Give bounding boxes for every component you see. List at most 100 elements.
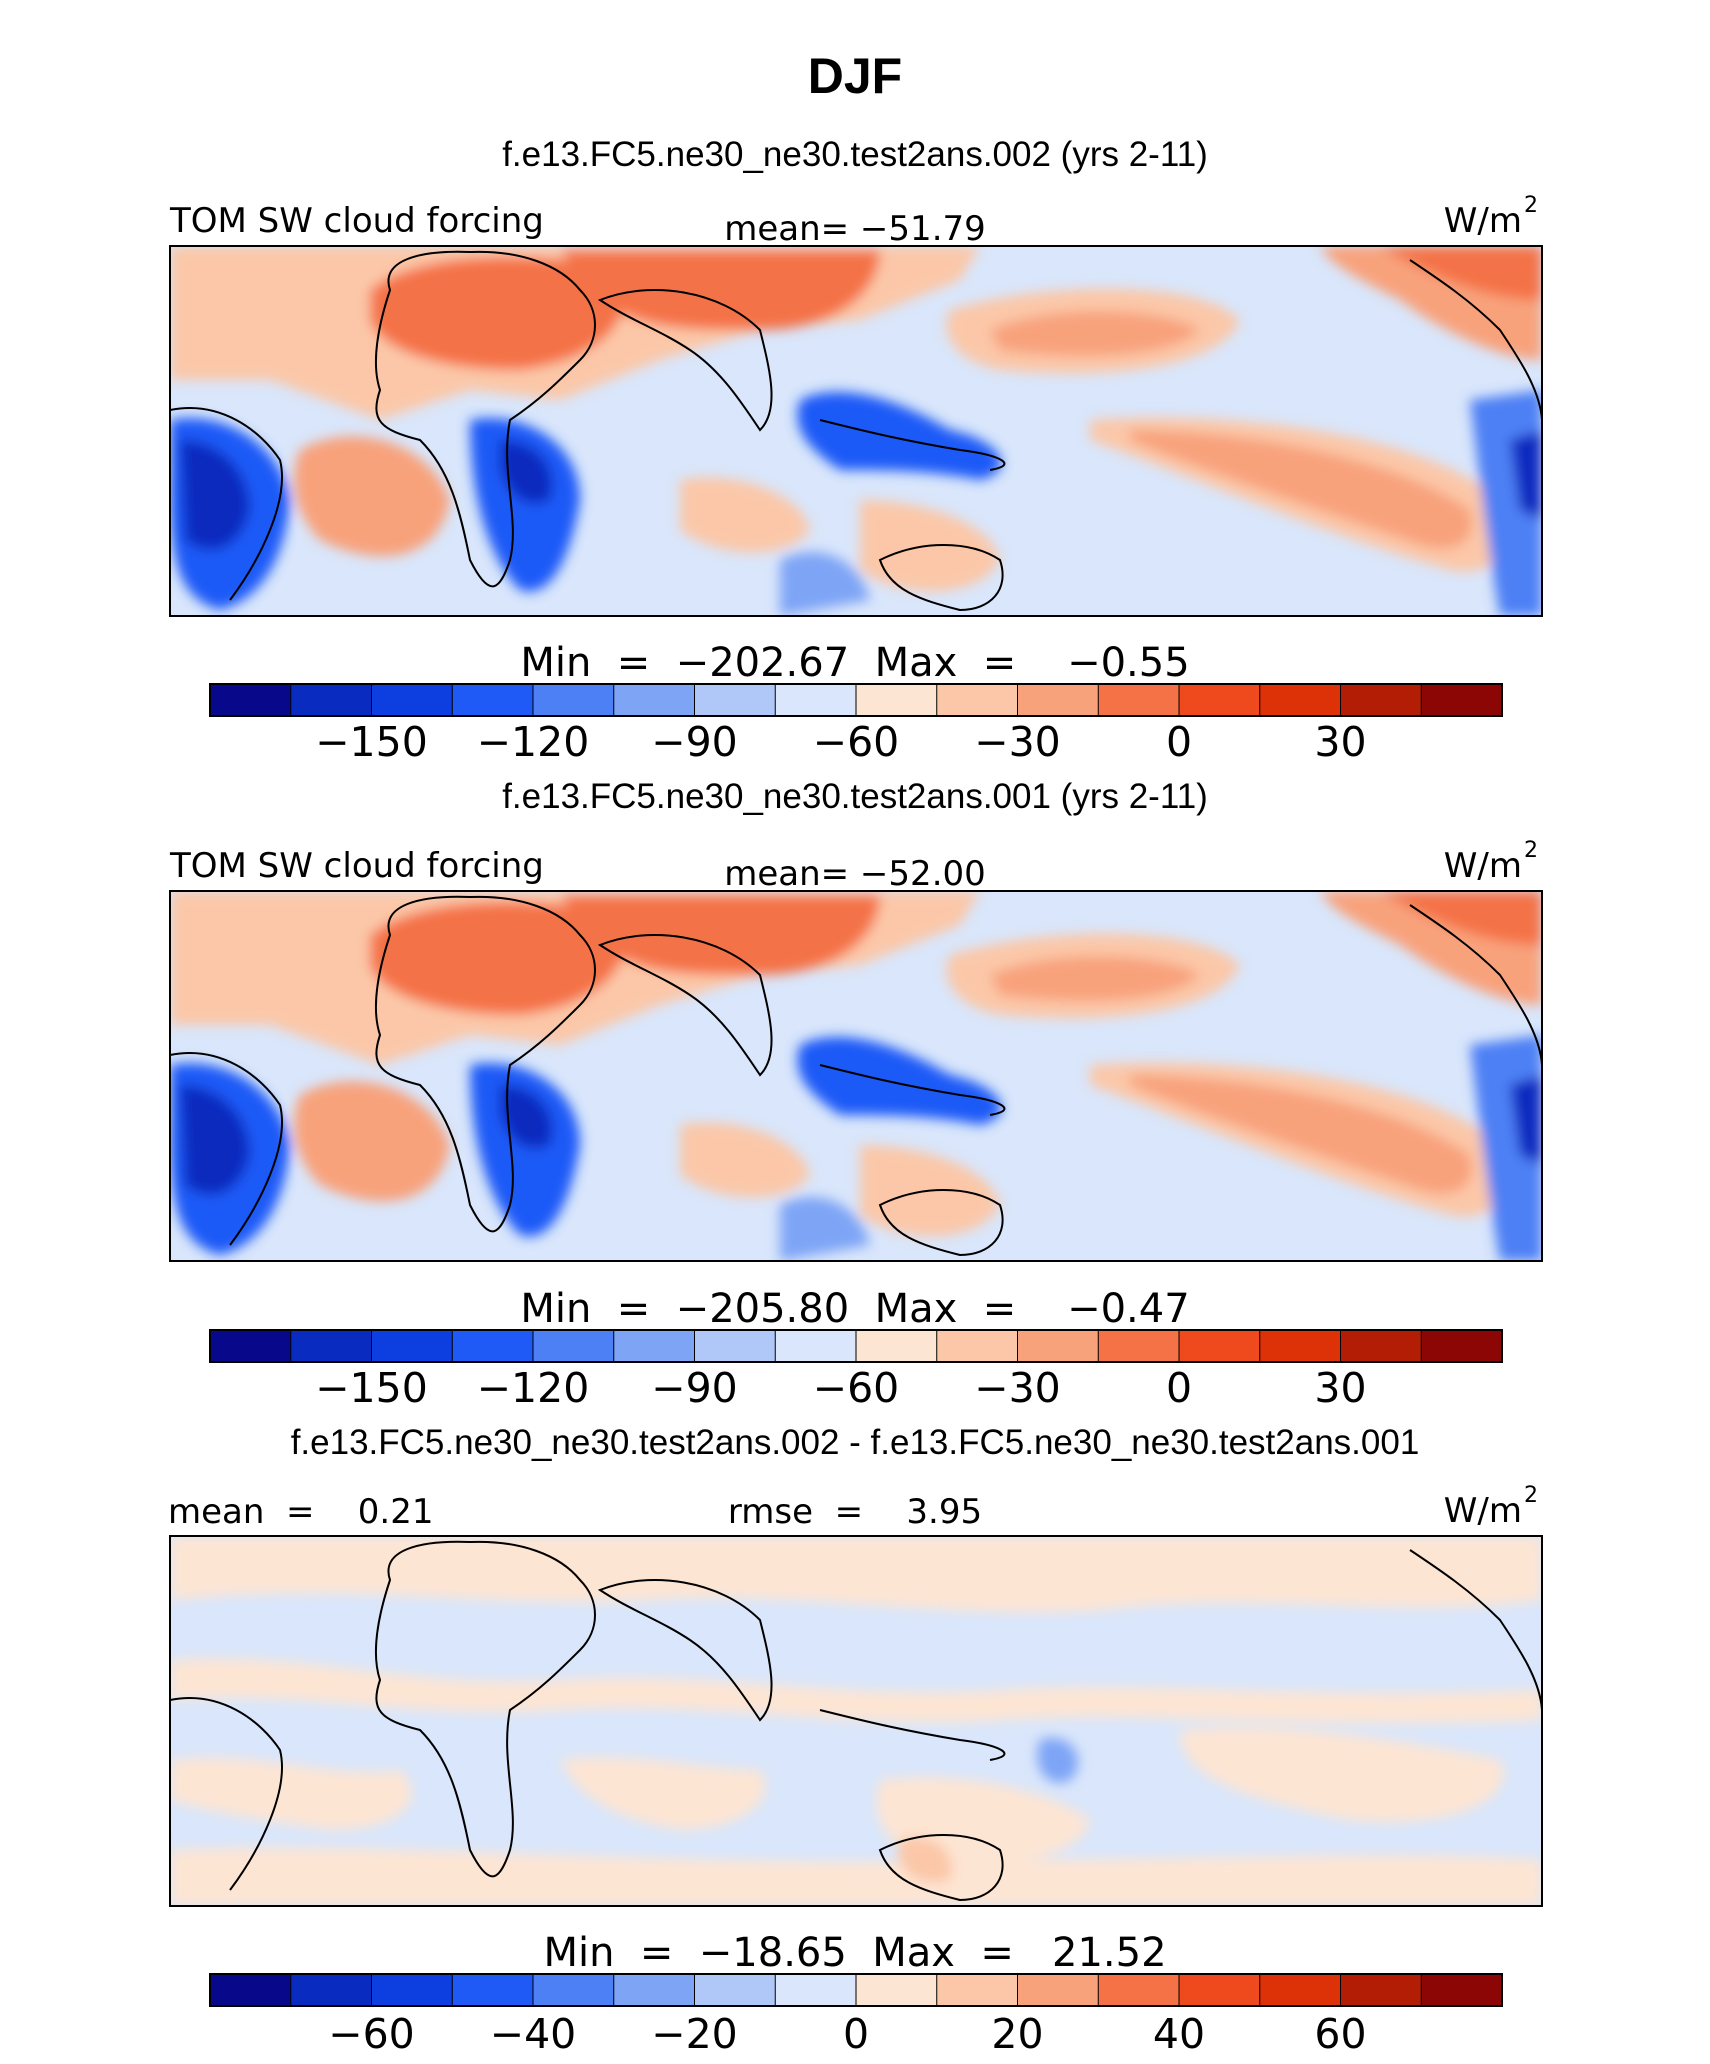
panel-3-rmse-label: rmse = 3.95 <box>728 1492 982 1532</box>
colorbar-cell <box>1097 683 1180 717</box>
colorbar-cell <box>1017 1973 1100 2007</box>
panel-2-units-sup: 2 <box>1524 838 1538 863</box>
colorbar-cell <box>1017 683 1100 717</box>
panel-2: f.e13.FC5.ne30_ne30.test2ans.001 (yrs 2-… <box>169 777 1543 1412</box>
colorbar-cell <box>532 683 615 717</box>
panel-2-map <box>170 891 1542 1261</box>
colorbar-tick-label: −60 <box>813 718 900 766</box>
colorbar-cell <box>613 1973 696 2007</box>
colorbar-cell <box>371 1329 454 1363</box>
panel-3-units-sup: 2 <box>1524 1483 1538 1508</box>
panel-3: f.e13.FC5.ne30_ne30.test2ans.002 - f.e13… <box>168 1423 1543 2058</box>
coastlines <box>170 1540 1542 1902</box>
colorbar-cell <box>1097 1973 1180 2007</box>
colorbar-cell <box>1097 1329 1180 1363</box>
colorbar-cell <box>1259 1329 1342 1363</box>
colorbar-cell <box>451 1329 534 1363</box>
colorbar-cell <box>1340 683 1423 717</box>
colorbar-cell <box>694 1973 777 2007</box>
panel-1-variable-label: TOM SW cloud forcing <box>169 201 544 241</box>
colorbar-tick-label: −20 <box>651 2010 738 2058</box>
colorbar-cell <box>694 683 777 717</box>
cloud-forcing-field <box>170 246 1542 616</box>
colorbar-cell <box>936 683 1019 717</box>
colorbar-cell <box>209 1329 292 1363</box>
panel-3-mean-label: mean = 0.21 <box>168 1492 433 1532</box>
colorbar-tick-label: −40 <box>490 2010 577 2058</box>
colorbar-cell <box>855 1973 938 2007</box>
panel-2-frame <box>169 890 1543 1262</box>
colorbar-cell <box>1259 683 1342 717</box>
colorbar-tick-label: −150 <box>315 1364 428 1412</box>
colorbar-tick-label: −30 <box>974 1364 1061 1412</box>
panel-1-minmax: Min = −202.67 Max = −0.55 <box>520 640 1189 686</box>
panel-1-units-sup: 2 <box>1524 193 1538 218</box>
colorbar-tick-label: −60 <box>813 1364 900 1412</box>
colorbar-cell <box>855 683 938 717</box>
colorbar-tick-label: 60 <box>1314 2010 1366 2058</box>
colorbar-cell <box>1420 1973 1503 2007</box>
coastlines <box>170 250 1542 612</box>
colorbar-cell <box>1420 1329 1503 1363</box>
colorbar-tick-label: 0 <box>1166 718 1192 766</box>
colorbar-cell <box>290 1973 373 2007</box>
colorbar-cell <box>371 683 454 717</box>
colorbar-cell <box>290 1329 373 1363</box>
panel-3-frame <box>169 1535 1543 1907</box>
colorbar-cell <box>774 1973 857 2007</box>
colorbar-tick-label: −90 <box>651 718 738 766</box>
colorbar-cell <box>936 1329 1019 1363</box>
colorbar-tick-label: −120 <box>477 1364 590 1412</box>
colorbar-cell <box>613 683 696 717</box>
colorbar-cell <box>1178 1973 1261 2007</box>
colorbar-cell <box>290 683 373 717</box>
colorbar-cell <box>451 1973 534 2007</box>
colorbar-cell <box>532 1329 615 1363</box>
colorbar-cell <box>855 1329 938 1363</box>
colorbar-tick-label: 30 <box>1314 1364 1366 1412</box>
colorbar-cell <box>694 1329 777 1363</box>
colorbar-cell <box>1178 1329 1261 1363</box>
colorbar-cell <box>774 1329 857 1363</box>
panel-2-title: f.e13.FC5.ne30_ne30.test2ans.001 (yrs 2-… <box>502 777 1208 816</box>
colorbar-tick-label: 20 <box>991 2010 1043 2058</box>
figure-title: DJF <box>808 48 902 104</box>
panel-3-title: f.e13.FC5.ne30_ne30.test2ans.002 - f.e13… <box>291 1423 1420 1462</box>
panel-3-colorbar: −60 −40 −20 0 20 40 60 <box>209 1973 1503 2058</box>
colorbar-tick-label: −90 <box>651 1364 738 1412</box>
colorbar-cell <box>1259 1973 1342 2007</box>
colorbar-cell <box>1420 683 1503 717</box>
panel-1-frame <box>169 245 1543 617</box>
colorbar-cell <box>613 1329 696 1363</box>
difference-field <box>170 1536 1542 1906</box>
panel-3-units: W/m <box>1444 1491 1522 1531</box>
colorbar-cell <box>774 683 857 717</box>
colorbar-cell <box>1340 1973 1423 2007</box>
coastlines <box>170 895 1542 1257</box>
colorbar-tick-label: 0 <box>843 2010 869 2058</box>
colorbar-cell <box>532 1973 615 2007</box>
colorbar-cell <box>371 1973 454 2007</box>
panel-3-map <box>170 1536 1542 1906</box>
colorbar-cell <box>209 683 292 717</box>
colorbar-cell <box>1340 1329 1423 1363</box>
panel-2-minmax: Min = −205.80 Max = −0.47 <box>520 1286 1189 1332</box>
colorbar-tick-label: −120 <box>477 718 590 766</box>
colorbar-cell <box>1017 1329 1100 1363</box>
panel-3-minmax: Min = −18.65 Max = 21.52 <box>543 1930 1166 1976</box>
colorbar-tick-label: 40 <box>1153 2010 1205 2058</box>
panel-1-units: W/m <box>1444 201 1522 241</box>
panel-1-mean-label: mean= −51.79 <box>724 209 986 249</box>
colorbar-tick-label: 30 <box>1314 718 1366 766</box>
panel-1: f.e13.FC5.ne30_ne30.test2ans.002 (yrs 2-… <box>169 135 1543 766</box>
panel-2-mean-label: mean= −52.00 <box>724 854 986 894</box>
colorbar-tick-label: −30 <box>974 718 1061 766</box>
panel-1-title: f.e13.FC5.ne30_ne30.test2ans.002 (yrs 2-… <box>502 135 1208 174</box>
cloud-forcing-field <box>170 891 1542 1261</box>
colorbar-cell <box>1178 683 1261 717</box>
panel-2-variable-label: TOM SW cloud forcing <box>169 846 544 886</box>
colorbar-cell <box>936 1973 1019 2007</box>
colorbar-tick-label: −60 <box>328 2010 415 2058</box>
colorbar-tick-label: −150 <box>315 718 428 766</box>
